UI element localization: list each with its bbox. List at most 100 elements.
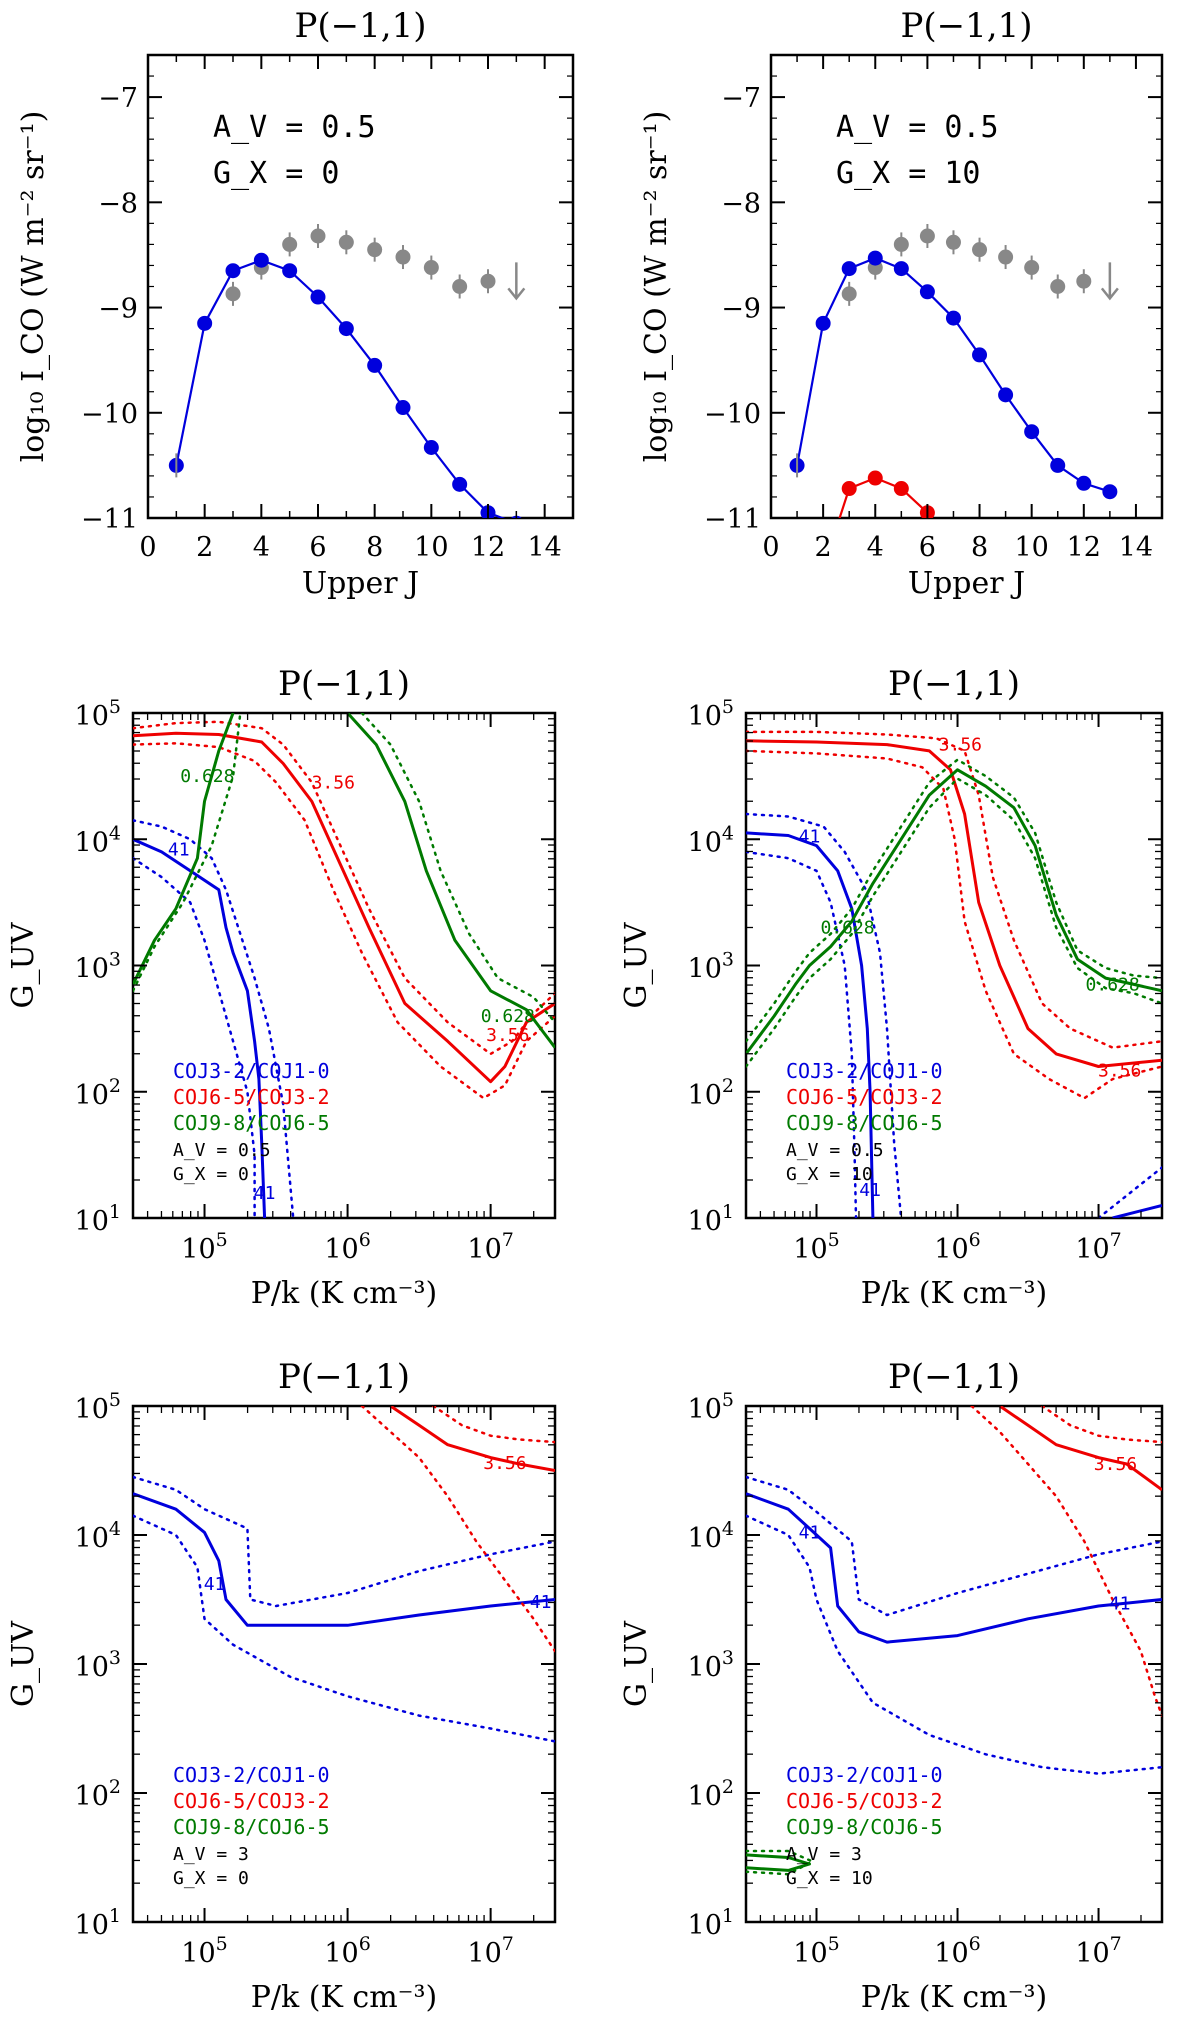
y-axis-label: log₁₀ I_CO (W m⁻² sr⁻¹) bbox=[639, 111, 674, 463]
y-axis-label: G_UV bbox=[619, 1620, 654, 1707]
x-tick-label: 0 bbox=[762, 532, 779, 563]
tick-base: 10 bbox=[688, 1523, 722, 1554]
x-tick-label: 105 bbox=[793, 1229, 839, 1265]
series-point bbox=[395, 400, 411, 416]
contour-blue-solid bbox=[133, 1492, 555, 1627]
y-tick-label: −9 bbox=[721, 294, 761, 325]
chart-panel-top-right: P(−1,1) 0 2 4 6 8 10 12 14 −7 −8 −9 −10 −11 Upper J log… bbox=[639, 6, 1164, 601]
contour-label: 41 bbox=[254, 1183, 276, 1204]
observed-point bbox=[480, 273, 496, 289]
x-tick-label: 105 bbox=[181, 1229, 227, 1265]
contour-label: 0.628 bbox=[1086, 974, 1140, 995]
chart-panel-top-left: P(−1,1) 0 2 4 6 8 10 12 14 −7 −8 −9 −10 −11 Upper J log… bbox=[16, 6, 575, 601]
y-tick-label: 105 bbox=[75, 696, 121, 732]
y-tick-label: 102 bbox=[688, 1075, 734, 1111]
observed-point bbox=[919, 228, 935, 244]
contour-label: 0.628 bbox=[820, 918, 874, 939]
y-tick-label: −10 bbox=[81, 399, 138, 430]
series-point bbox=[1102, 484, 1118, 500]
series-point bbox=[867, 250, 883, 266]
contour-green-solid bbox=[133, 713, 235, 986]
chart-title: P(−1,1) bbox=[278, 1357, 410, 1397]
y-tick-label: 102 bbox=[688, 1776, 734, 1812]
tick-exponent: 5 bbox=[828, 1933, 840, 1955]
x-tick-label: 4 bbox=[867, 532, 884, 563]
plot-area bbox=[168, 223, 526, 518]
annotation-text: A_V = 0.5 bbox=[173, 1140, 271, 1161]
tick-base: 10 bbox=[1075, 1234, 1109, 1265]
y-tick-label: 104 bbox=[688, 1518, 734, 1554]
x-tick-label: 105 bbox=[181, 1933, 227, 1969]
contour-red-dotted bbox=[133, 742, 555, 1100]
tick-exponent: 3 bbox=[722, 949, 734, 971]
tick-exponent: 5 bbox=[216, 1933, 228, 1955]
x-axis-label: Upper J bbox=[302, 566, 419, 601]
x-tick-label: 12 bbox=[1067, 532, 1101, 563]
tick-base: 10 bbox=[688, 1206, 722, 1237]
x-axis-label: P/k (K cm⁻³) bbox=[251, 1276, 437, 1311]
observed-point bbox=[225, 286, 241, 302]
series-point bbox=[452, 476, 468, 492]
series-point bbox=[253, 252, 269, 268]
plot-area bbox=[789, 223, 1119, 518]
observed-point bbox=[841, 286, 857, 302]
plot-area: 41 41 3.56 bbox=[746, 1406, 1162, 1876]
legend-entry: COJ3-2/COJ1-0 bbox=[173, 1763, 330, 1787]
y-tick-label: 101 bbox=[75, 1201, 121, 1237]
annotation-text: G_X = 10 bbox=[786, 1868, 873, 1889]
series-point bbox=[893, 481, 909, 497]
tick-exponent: 1 bbox=[109, 1201, 121, 1223]
x-tick-label: 107 bbox=[467, 1229, 513, 1265]
contour-green-solid bbox=[746, 768, 1162, 1055]
annotation-text: A_V = 3 bbox=[786, 1844, 862, 1865]
tick-exponent: 4 bbox=[722, 822, 734, 844]
annotation-text: A_V = 3 bbox=[173, 1844, 249, 1865]
tick-base: 10 bbox=[75, 701, 109, 732]
legend-entry: COJ9-8/COJ6-5 bbox=[786, 1111, 943, 1135]
tick-exponent: 7 bbox=[1110, 1229, 1122, 1251]
observed-point bbox=[1076, 273, 1092, 289]
x-tick-label: 8 bbox=[366, 532, 383, 563]
contour-blue-solid bbox=[133, 837, 267, 1218]
contour-green-solid bbox=[346, 713, 555, 1049]
series-point bbox=[1076, 475, 1092, 491]
y-tick-label: −11 bbox=[704, 504, 761, 535]
contour-label: 41 bbox=[799, 1522, 821, 1543]
series-point bbox=[282, 263, 298, 279]
x-tick-label: 10 bbox=[414, 532, 448, 563]
tick-exponent: 2 bbox=[722, 1075, 734, 1097]
tick-base: 10 bbox=[324, 1234, 358, 1265]
chart-title: P(−1,1) bbox=[901, 6, 1033, 46]
y-tick-label: 103 bbox=[688, 949, 734, 985]
tick-base: 10 bbox=[688, 1080, 722, 1111]
tick-exponent: 3 bbox=[109, 949, 121, 971]
contour-green-dotted bbox=[746, 758, 1162, 1043]
tick-exponent: 6 bbox=[359, 1229, 371, 1251]
tick-exponent: 4 bbox=[109, 822, 121, 844]
tick-base: 10 bbox=[688, 1781, 722, 1812]
contour-red-solid bbox=[389, 1406, 555, 1472]
legend-entry: COJ6-5/COJ3-2 bbox=[173, 1789, 330, 1813]
series-point bbox=[423, 439, 439, 455]
x-tick-label: 105 bbox=[793, 1933, 839, 1969]
tick-exponent: 5 bbox=[216, 1229, 228, 1251]
contour-red-dotted bbox=[746, 730, 1162, 1049]
tick-base: 10 bbox=[1075, 1938, 1109, 1969]
y-axis-label: G_UV bbox=[619, 921, 654, 1008]
annotation-text: G_X = 0 bbox=[173, 1868, 249, 1889]
contour-red-dotted bbox=[746, 749, 1162, 1100]
tick-exponent: 5 bbox=[109, 696, 121, 718]
legend-entry: COJ3-2/COJ1-0 bbox=[173, 1059, 330, 1083]
observed-point bbox=[945, 234, 961, 250]
tick-exponent: 5 bbox=[722, 1389, 734, 1411]
x-tick-label: 4 bbox=[253, 532, 270, 563]
contour-red-solid bbox=[746, 739, 1162, 1068]
y-tick-label: 105 bbox=[688, 1389, 734, 1425]
x-axis-label: Upper J bbox=[908, 566, 1025, 601]
contour-label: 3.56 bbox=[486, 1025, 529, 1046]
tick-exponent: 5 bbox=[109, 1389, 121, 1411]
x-tick-label: 14 bbox=[1119, 532, 1153, 563]
contour-blue-dotted bbox=[746, 850, 858, 1218]
contour-label: 41 bbox=[1109, 1593, 1131, 1614]
